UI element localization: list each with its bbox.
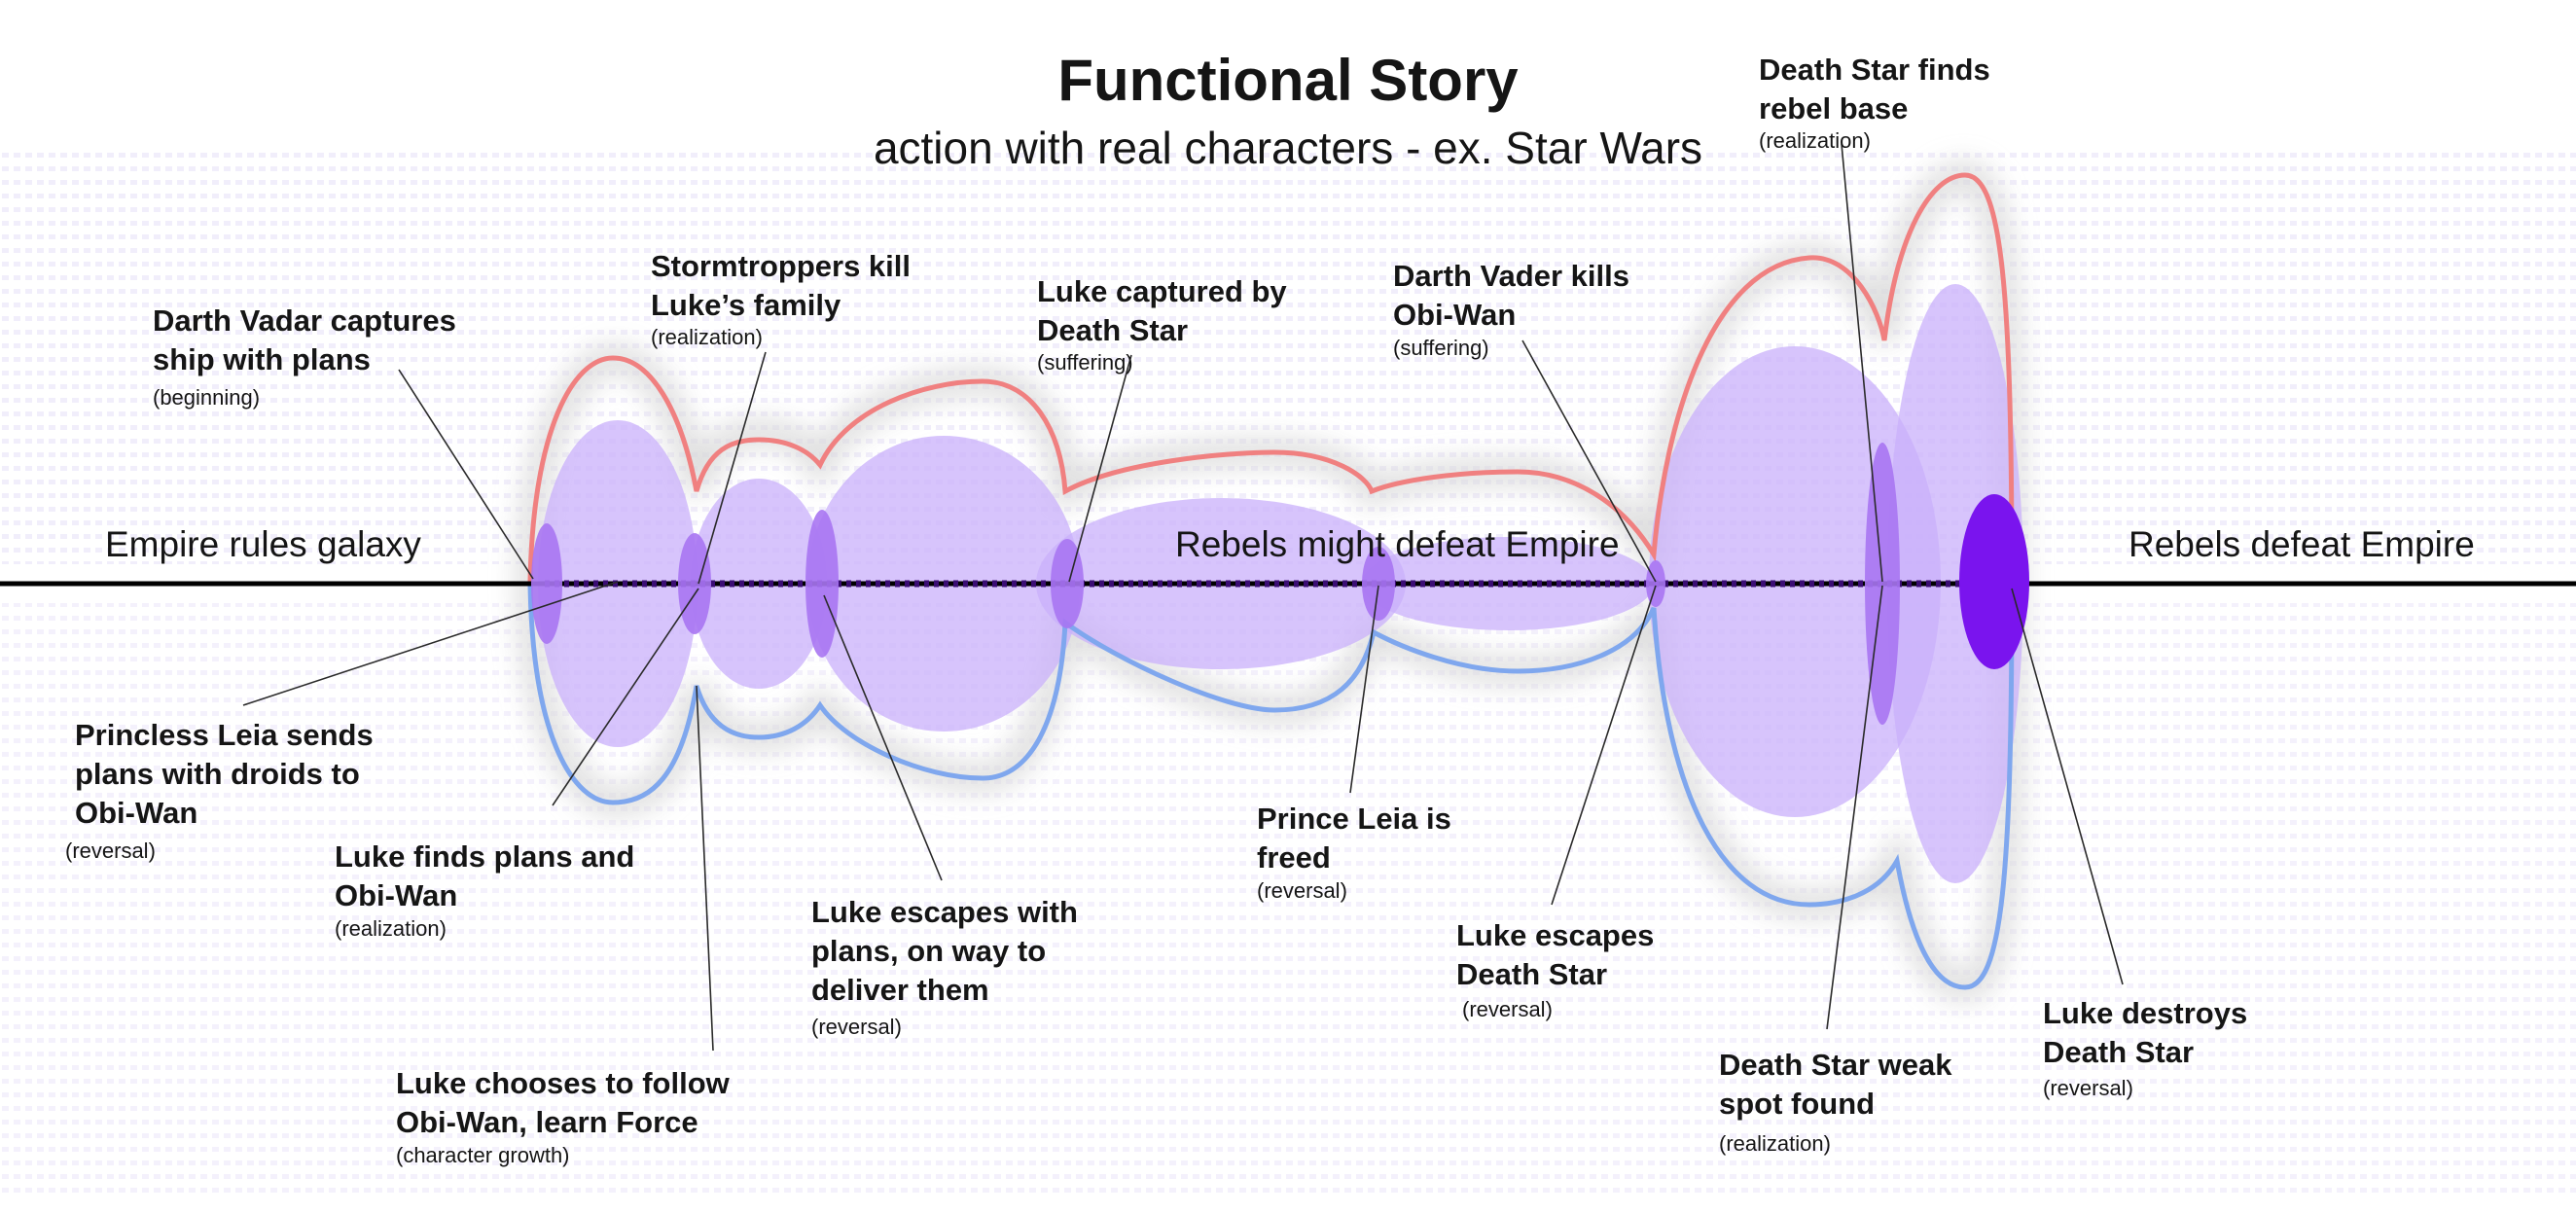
event-e5-tag: (character growth) — [396, 1143, 570, 1167]
event-e2-line-2: plans with droids to — [75, 757, 360, 791]
leader-line-e11 — [1841, 143, 1883, 583]
event-e12-line-1: Death Star weak — [1719, 1048, 1952, 1082]
background-texture-upper — [0, 146, 2576, 564]
event-label-e3: Stormtroppers kill Luke’s family (realiza… — [651, 249, 911, 349]
event-e6-line-2: plans, on way to — [811, 934, 1046, 968]
leader-line-e7 — [1068, 354, 1132, 583]
event-label-e6: Luke escapes with plans, on way to deliver… — [811, 895, 1078, 1039]
leader-line-e10 — [1551, 585, 1657, 906]
leader-line-e5 — [696, 685, 714, 1052]
event-label-e1: Darth Vadar captures ship with plans (beg… — [153, 304, 456, 410]
event-e3-line-1: Stormtroppers kill — [651, 249, 911, 283]
leader-line-e12 — [1826, 585, 1883, 1030]
upper-envelope-curve — [527, 172, 2015, 583]
event-e13-line-1: Luke destroys — [2043, 996, 2247, 1030]
event-e4-tag: (realization) — [335, 916, 447, 941]
event-label-e2: Princless Leia sends plans with droids to… — [65, 718, 374, 863]
event-e5-line-1: Luke chooses to follow — [396, 1066, 731, 1100]
state-label-start: Empire rules galaxy — [105, 524, 421, 564]
event-e13-line-2: Death Star — [2043, 1035, 2194, 1069]
diagram-subtitle: action with real characters - ex. Star W… — [874, 123, 1702, 173]
event-markers — [531, 443, 1900, 725]
event-e11-line-2: rebel base — [1759, 91, 1908, 125]
event-e10-line-2: Death Star — [1456, 957, 1607, 991]
event-label-e10: Luke escapes Death Star (reversal) — [1456, 918, 1654, 1021]
event-e11-tag: (realization) — [1759, 128, 1871, 153]
event-e5-line-2: Obi-Wan, learn Force — [396, 1105, 698, 1139]
event-e12-line-2: spot found — [1719, 1087, 1875, 1121]
event-e1-line-2: ship with plans — [153, 342, 371, 376]
event-label-e8: Prince Leia is freed (reversal) — [1257, 802, 1451, 903]
event-label-e13: Luke destroys Death Star (reversal) — [2043, 996, 2247, 1100]
event-e2-line-1: Princless Leia sends — [75, 718, 374, 752]
diagram-title: Functional Story — [1057, 48, 1519, 113]
event-e7-tag: (suffering) — [1037, 350, 1133, 375]
event-e9-tag: (suffering) — [1393, 336, 1489, 360]
leader-lines — [242, 143, 2124, 1052]
lower-envelope-curve — [527, 585, 2015, 990]
event-marker-4 — [1051, 539, 1084, 628]
event-marker-3 — [805, 510, 839, 658]
event-label-e11: Death Star finds rebel base (realization) — [1759, 53, 1990, 153]
event-e2-tag: (reversal) — [65, 839, 156, 863]
event-e9-line-1: Darth Vader kills — [1393, 259, 1629, 293]
event-marker-2 — [678, 533, 711, 634]
leader-line-e1 — [398, 369, 534, 580]
event-marker-1 — [531, 523, 562, 644]
event-e8-line-2: freed — [1257, 840, 1331, 875]
event-e8-tag: (reversal) — [1257, 878, 1347, 903]
event-label-e4: Luke finds plans and Obi-Wan (realization… — [335, 839, 634, 941]
event-label-e5: Luke chooses to follow Obi-Wan, learn For… — [396, 1066, 731, 1167]
leader-line-e4 — [552, 588, 699, 806]
event-e6-tag: (reversal) — [811, 1015, 902, 1039]
state-label-end: Rebels defeat Empire — [2129, 524, 2475, 564]
event-e7-line-1: Luke captured by — [1037, 274, 1287, 308]
event-e9-line-2: Obi-Wan — [1393, 298, 1516, 332]
event-e10-tag: (reversal) — [1462, 997, 1553, 1021]
event-label-e7: Luke captured by Death Star (suffering) — [1037, 274, 1287, 375]
final-event-marker — [1959, 494, 2029, 669]
event-e6-line-3: deliver them — [811, 973, 989, 1007]
leader-line-e6 — [823, 594, 943, 881]
event-e3-line-2: Luke’s family — [651, 288, 841, 322]
event-e11-line-1: Death Star finds — [1759, 53, 1990, 87]
leader-line-e2 — [242, 581, 619, 706]
event-marker-5 — [1362, 547, 1395, 621]
event-label-e9: Darth Vader kills Obi-Wan (suffering) — [1393, 259, 1629, 360]
event-e2-line-3: Obi-Wan — [75, 796, 197, 830]
state-label-middle: Rebels might defeat Empire — [1175, 524, 1620, 564]
event-e1-line-1: Darth Vadar captures — [153, 304, 456, 338]
event-e1-tag: (beginning) — [153, 385, 260, 410]
leader-line-e9 — [1521, 339, 1657, 583]
event-e6-line-1: Luke escapes with — [811, 895, 1078, 929]
leader-line-e13 — [2011, 588, 2124, 985]
event-e4-line-1: Luke finds plans and — [335, 839, 634, 874]
leader-line-e8 — [1349, 585, 1379, 794]
leader-line-e3 — [698, 351, 767, 585]
event-e8-line-1: Prince Leia is — [1257, 802, 1451, 836]
event-e4-line-2: Obi-Wan — [335, 878, 457, 912]
event-label-e12: Death Star weak spot found (realization) — [1719, 1048, 1952, 1156]
event-e7-line-2: Death Star — [1037, 313, 1188, 347]
event-e10-line-1: Luke escapes — [1456, 918, 1654, 952]
event-e13-tag: (reversal) — [2043, 1076, 2133, 1100]
event-marker-6 — [1646, 560, 1665, 607]
event-e3-tag: (realization) — [651, 325, 763, 349]
event-e12-tag: (realization) — [1719, 1131, 1831, 1156]
